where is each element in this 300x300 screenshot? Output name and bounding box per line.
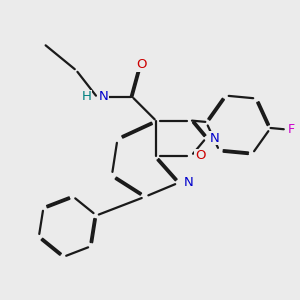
Text: F: F (288, 123, 295, 136)
Text: H: H (82, 91, 92, 103)
Text: N: N (99, 91, 108, 103)
Text: O: O (195, 149, 205, 162)
Text: O: O (136, 58, 146, 71)
Text: N: N (210, 132, 220, 145)
Text: N: N (183, 176, 193, 189)
